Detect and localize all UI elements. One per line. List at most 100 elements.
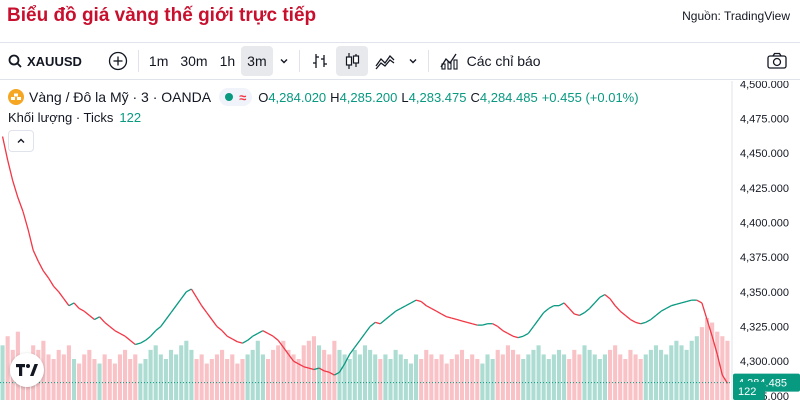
price-segment	[624, 314, 631, 321]
chart-area[interactable]: 4,275.0004,300.0004,325.0004,350.0004,37…	[0, 81, 800, 400]
price-segment	[599, 294, 606, 298]
volume-bar	[659, 349, 664, 400]
price-segment	[400, 305, 407, 310]
interval-1m-button[interactable]: 1m	[148, 53, 169, 69]
price-segment	[119, 332, 126, 337]
toolbar-divider	[137, 50, 139, 72]
market-open-dot-icon	[225, 93, 234, 101]
volume-bar	[87, 349, 92, 400]
price-segment	[635, 321, 641, 325]
search-icon	[8, 54, 22, 68]
price-segment	[410, 299, 417, 304]
price-segment	[231, 338, 238, 343]
price-segment	[558, 302, 565, 307]
high-key: H	[330, 89, 340, 105]
volume-bar	[327, 354, 332, 400]
volume-bar	[260, 354, 265, 400]
volume-bar	[546, 359, 551, 400]
volume-bar	[220, 349, 225, 400]
volume-bar	[536, 345, 541, 400]
change-value: +0.455 (+0.01%)	[541, 89, 639, 105]
interval-dropdown-button[interactable]	[273, 46, 295, 76]
interval-3m-button[interactable]: 3m	[241, 46, 273, 76]
price-segment	[563, 302, 570, 309]
volume-bar	[398, 354, 403, 400]
tradingview-logo[interactable]	[10, 353, 44, 387]
volume-bar	[623, 359, 628, 400]
add-symbol-button[interactable]	[102, 46, 134, 76]
volume-bar	[444, 363, 449, 400]
price-segment	[104, 321, 111, 327]
volume-bar	[61, 354, 66, 400]
price-segment	[17, 197, 24, 212]
volume-bar	[521, 359, 526, 400]
volume-bar	[638, 359, 643, 400]
price-segment	[706, 319, 713, 337]
y-tick-label: 4,400.000	[740, 217, 789, 229]
price-segment	[686, 299, 692, 303]
wave-icon: ≈	[239, 89, 247, 105]
volume-bar	[393, 349, 398, 400]
interval-30m-button[interactable]: 30m	[180, 53, 208, 69]
price-segment	[609, 298, 616, 307]
volume-bar	[500, 354, 505, 400]
chevron-down-icon	[409, 59, 417, 64]
volume-bar	[618, 354, 623, 400]
volume-bar	[470, 354, 475, 400]
chart-type-dropdown-button[interactable]	[402, 46, 424, 76]
symbol-search-button[interactable]: XAUUSD	[0, 46, 88, 76]
volume-bar	[301, 345, 306, 400]
price-segment	[145, 335, 152, 341]
volume-bar	[225, 359, 230, 400]
price-segment	[527, 326, 534, 334]
volume-bar	[66, 345, 71, 400]
volume-bar	[725, 340, 730, 400]
price-chart[interactable]: 4,275.0004,300.0004,325.0004,350.0004,37…	[0, 81, 800, 400]
volume-bar	[562, 354, 567, 400]
price-segment	[257, 330, 264, 334]
volume-bar	[347, 359, 352, 400]
volume-bar	[516, 354, 521, 400]
indicators-button[interactable]: Các chỉ báo	[433, 46, 547, 76]
volume-bar	[434, 359, 439, 400]
volume-bar	[653, 345, 659, 400]
y-tick-label: 4,300.000	[740, 356, 789, 368]
collapse-legend-button[interactable]	[8, 130, 34, 152]
volume-bar	[102, 354, 107, 400]
volume-bar	[720, 336, 725, 400]
volume-bar	[383, 354, 388, 400]
price-segment	[216, 325, 223, 332]
price-segment	[385, 314, 391, 321]
market-status-pill[interactable]: ≈	[219, 88, 253, 106]
price-segment	[630, 318, 636, 323]
volume-bar	[107, 359, 112, 400]
price-segment	[226, 335, 233, 340]
price-segment	[83, 310, 90, 316]
volume-bar	[82, 354, 87, 400]
screenshot-button[interactable]	[760, 46, 794, 76]
interval-1h-button[interactable]: 1h	[219, 53, 236, 69]
bars-style-button[interactable]	[304, 46, 336, 76]
volume-bar	[362, 345, 368, 400]
volume-bar	[128, 359, 133, 400]
chart-toolbar: XAUUSD 1m 30m 1h 3m Các chỉ báo	[0, 42, 800, 80]
candles-style-button[interactable]	[335, 46, 368, 76]
current-volume-label: 122	[738, 386, 756, 398]
area-style-button[interactable]	[368, 46, 402, 76]
price-segment	[482, 323, 488, 326]
price-segment	[221, 330, 228, 337]
price-segment	[180, 291, 187, 300]
price-segment	[242, 339, 248, 344]
price-segment	[287, 353, 295, 362]
price-segment	[507, 332, 514, 337]
price-segment	[124, 335, 131, 341]
volume-bar	[388, 359, 393, 400]
volume-bar	[77, 363, 82, 400]
volume-bar	[92, 359, 97, 400]
price-segment	[364, 326, 371, 334]
price-segment	[461, 320, 468, 323]
plus-circle-icon	[108, 51, 128, 71]
toolbar-divider	[427, 50, 429, 72]
volume-bar	[378, 359, 383, 400]
price-segment	[589, 302, 596, 309]
